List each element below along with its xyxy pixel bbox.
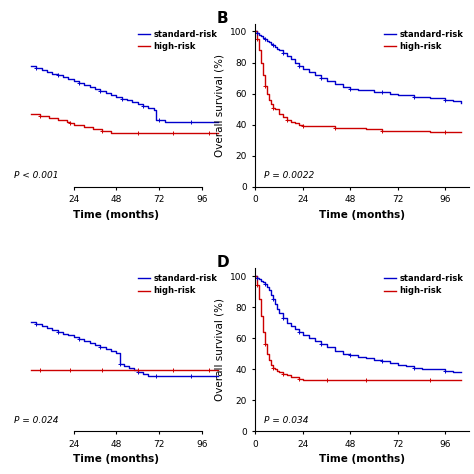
Text: P = 0.0022: P = 0.0022: [264, 171, 314, 180]
X-axis label: Time (months): Time (months): [319, 210, 405, 219]
Text: P = 0.034: P = 0.034: [264, 416, 309, 425]
Legend: standard-risk, high-risk: standard-risk, high-risk: [136, 28, 219, 53]
X-axis label: Time (months): Time (months): [319, 454, 405, 464]
X-axis label: Time (months): Time (months): [73, 454, 159, 464]
Y-axis label: Overall survival (%): Overall survival (%): [214, 298, 224, 401]
Text: D: D: [217, 255, 229, 270]
Text: P = 0.024: P = 0.024: [14, 416, 58, 425]
Text: B: B: [217, 10, 228, 26]
Y-axis label: Overall survival (%): Overall survival (%): [214, 54, 224, 157]
Legend: standard-risk, high-risk: standard-risk, high-risk: [382, 273, 465, 297]
Text: P < 0.001: P < 0.001: [14, 171, 58, 180]
Legend: standard-risk, high-risk: standard-risk, high-risk: [382, 28, 465, 53]
Legend: standard-risk, high-risk: standard-risk, high-risk: [136, 273, 219, 297]
X-axis label: Time (months): Time (months): [73, 210, 159, 219]
